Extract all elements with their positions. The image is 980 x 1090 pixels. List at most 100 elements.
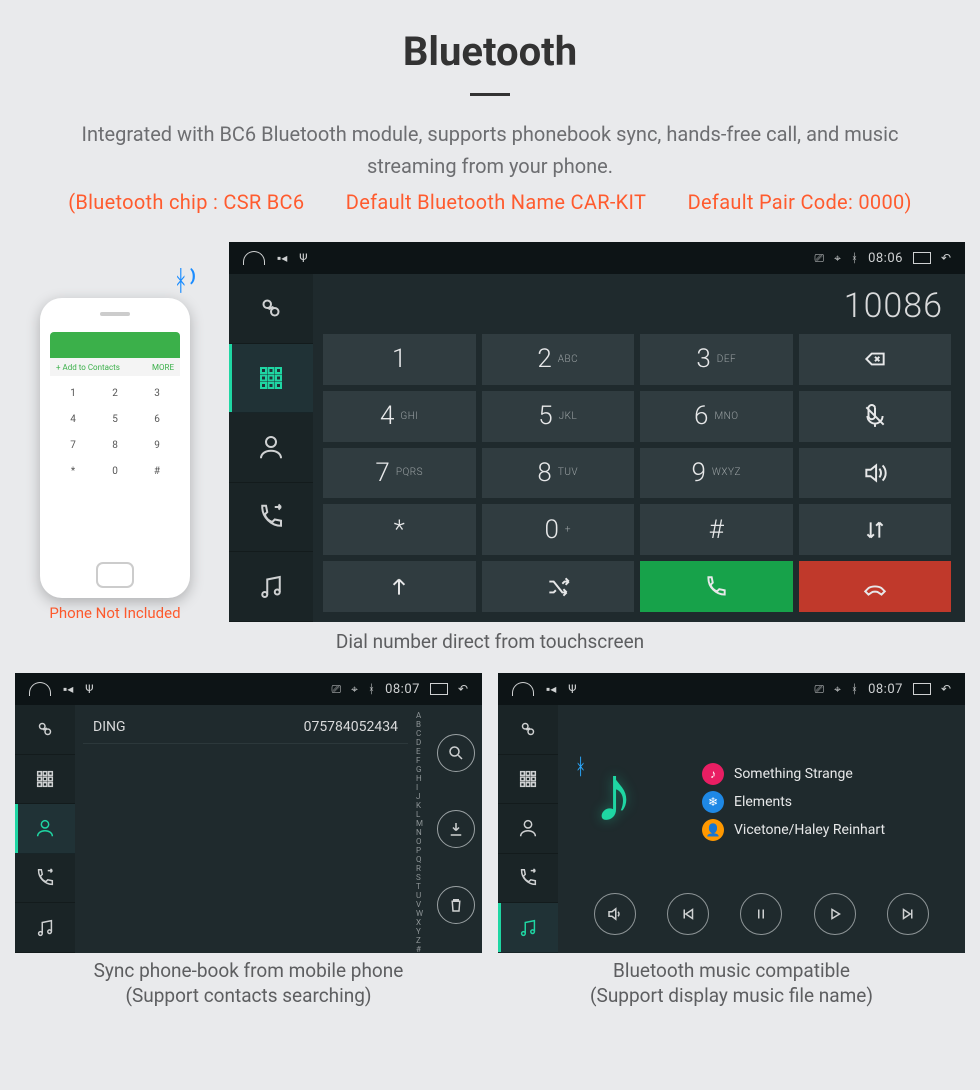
nav-music[interactable] [15,903,75,953]
phone-key: # [138,460,176,482]
contact-row[interactable]: DING 075784052434 [83,711,408,744]
dial-key-9[interactable]: 9WXYZ [640,448,793,499]
track-row[interactable]: ❄Elements [702,791,885,813]
location-icon: ⌖ [834,251,841,266]
music-screen: ▪◂Ψ ⎚⌖ᚼ08:07↶ ᚼ ♪ ♪ [498,673,965,953]
nav-dialpad[interactable] [15,755,75,805]
bluetooth-icon: ᚼ [368,682,375,696]
nav-call-log[interactable] [498,854,558,904]
dial-key-6[interactable]: 6MNO [640,391,793,442]
phone-key: 8 [96,434,134,456]
phone-key: 6 [138,408,176,430]
home-icon[interactable] [512,682,534,696]
dial-key-2[interactable]: 2ABC [482,334,635,385]
clock: 08:07 [868,682,903,697]
description: Integrated with BC6 Bluetooth module, su… [0,118,980,182]
nav-contacts[interactable] [15,804,75,854]
cast-icon: ⎚ [331,682,341,697]
dial-key-*[interactable]: * [323,504,476,555]
phone-key: * [54,460,92,482]
phone-key: 9 [138,434,176,456]
dial-key-4[interactable]: 4GHI [323,391,476,442]
usb-icon: Ψ [85,682,93,696]
location-icon: ⌖ [834,682,841,697]
nav-pair[interactable] [229,274,313,344]
phone-key: 2 [96,382,134,404]
nav-music[interactable] [229,552,313,622]
search-button[interactable] [437,734,475,772]
phone-mockup: ᚼ⁾ + Add to Contacts MORE 123456789*0# [40,298,190,598]
spec-line: (Bluetooth chip : CSR BC6 Default Blueto… [0,190,980,214]
back-icon[interactable]: ↶ [941,251,951,265]
recent-icon[interactable] [913,683,931,695]
phone-key: 0 [96,460,134,482]
camera-icon: ▪◂ [63,682,73,696]
download-button[interactable] [437,810,475,848]
phone-add-contacts: + Add to Contacts [56,363,120,372]
track-label: Vicetone/Haley Reinhart [734,822,885,838]
contacts-screen: ▪◂Ψ ⎚⌖ᚼ08:07↶ DING 075784052434 [15,673,482,953]
home-icon[interactable] [243,251,265,265]
nav-music[interactable] [498,903,558,953]
contacts-caption-1: Sync phone-book from mobile phone [15,959,482,982]
mute-button[interactable] [799,391,952,442]
status-bar: ▪◂Ψ ⎚⌖ᚼ08:07↶ [498,673,965,705]
clock: 08:06 [868,251,903,266]
volume-button[interactable] [594,893,636,935]
speaker-button[interactable] [799,448,952,499]
track-icon: ❄ [702,791,724,813]
clock: 08:07 [385,682,420,697]
bluetooth-signal-icon: ᚼ⁾ [172,264,196,297]
play-button[interactable] [814,893,856,935]
arrow-up-button[interactable] [323,561,476,612]
track-row[interactable]: ♪Something Strange [702,763,885,785]
bluetooth-icon: ᚼ [851,251,858,265]
back-icon[interactable]: ↶ [458,682,468,696]
nav-call-log[interactable] [229,483,313,553]
dial-key-7[interactable]: 7PQRS [323,448,476,499]
call-button[interactable] [640,561,793,612]
pause-button[interactable] [740,893,782,935]
phone-key: 7 [54,434,92,456]
dialer-caption: Dial number direct from touchscreen [0,630,980,653]
nav-dialpad[interactable] [498,755,558,805]
nav-pair[interactable] [498,705,558,755]
next-button[interactable] [887,893,929,935]
delete-button[interactable] [437,886,475,924]
recent-icon[interactable] [430,683,448,695]
shuffle-button[interactable] [482,561,635,612]
nav-dialpad[interactable] [229,344,313,414]
dial-key-3[interactable]: 3DEF [640,334,793,385]
home-icon[interactable] [29,682,51,696]
nav-contacts[interactable] [229,413,313,483]
music-caption-2: (Support display music file name) [498,984,965,1007]
swap-button[interactable] [799,504,952,555]
recent-icon[interactable] [913,252,931,264]
side-nav [229,274,313,622]
phone-key: 1 [54,382,92,404]
cast-icon: ⎚ [814,682,824,697]
nav-call-log[interactable] [15,854,75,904]
back-icon[interactable]: ↶ [941,682,951,696]
dial-key-8[interactable]: 8TUV [482,448,635,499]
dial-key-5[interactable]: 5JKL [482,391,635,442]
contacts-caption-2: (Support contacts searching) [15,984,482,1007]
dial-key-#[interactable]: # [640,504,793,555]
track-row[interactable]: 👤 Vicetone/Haley Reinhart [702,819,885,841]
cast-icon: ⎚ [814,251,824,266]
backspace-button[interactable] [799,334,952,385]
music-caption-1: Bluetooth music compatible [498,959,965,982]
contact-number: 075784052434 [304,719,398,735]
music-artwork: ᚼ ♪ [574,747,684,857]
dial-key-1[interactable]: 1 [323,334,476,385]
dial-key-0[interactable]: 0+ [482,504,635,555]
track-icon: 👤 [702,819,724,841]
nav-contacts[interactable] [498,804,558,854]
phone-key: 4 [54,408,92,430]
hangup-button[interactable] [799,561,952,612]
nav-pair[interactable] [15,705,75,755]
track-label: Something Strange [734,766,853,782]
phone-key: 5 [96,408,134,430]
prev-button[interactable] [667,893,709,935]
alpha-index[interactable]: ABCDEFGHIJKLMNOPQRSTUVWXYZ# [416,705,430,953]
